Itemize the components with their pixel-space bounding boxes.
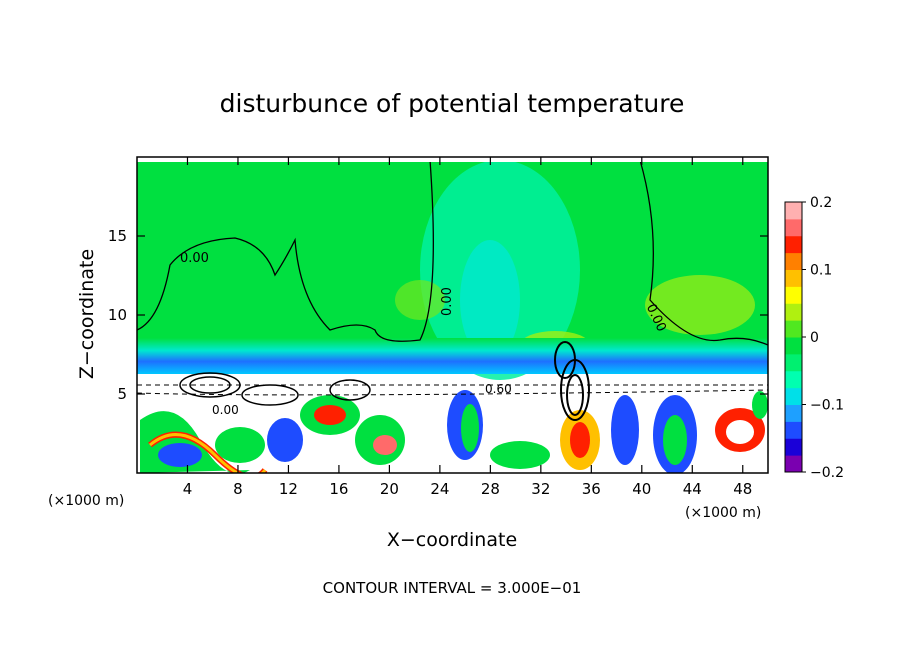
colorbar-swatch-0 <box>785 455 802 473</box>
colorbar-swatch-12 <box>785 252 802 270</box>
yellow-green-patch-right <box>645 275 755 335</box>
x-tick-label: 28 <box>481 480 500 498</box>
contour-label-1: 0.00 <box>180 251 209 266</box>
blue-band <box>137 338 768 374</box>
zero-contour-right <box>639 159 768 346</box>
dashed-contour <box>137 384 768 396</box>
cyan-core <box>460 240 520 360</box>
colorbar-swatch-10 <box>785 286 802 304</box>
x-tick-label: 36 <box>582 480 601 498</box>
contour-label-2: 0.00 <box>440 287 455 316</box>
contour-label-5: 0.60 <box>485 382 512 396</box>
colorbar-label: 0.2 <box>810 195 832 211</box>
colorbar-swatch-5 <box>785 370 802 389</box>
x-tick-label: 8 <box>233 480 243 498</box>
colorbar-swatch-15 <box>785 202 802 220</box>
x-unit-right: (×1000 m) <box>685 505 761 521</box>
colorbar-swatch-8 <box>785 320 802 338</box>
colorbar: 0.2 0.1 0 −0.1 −0.2 <box>784 195 844 481</box>
colorbar-swatch-9 <box>785 303 802 321</box>
y-tick-label: 10 <box>108 306 127 324</box>
plot-area: 0.00 0.00 0.00 0.00 0.60 <box>137 157 768 473</box>
chart-title: disturbunce of potential temperature <box>220 89 685 118</box>
x-tick-label: 20 <box>380 480 399 498</box>
colorbar-label: 0 <box>810 330 819 346</box>
x-tick-label: 48 <box>733 480 752 498</box>
colorbar-swatch-1 <box>785 438 802 456</box>
x-unit-left: (×1000 m) <box>48 493 124 509</box>
yellow-green-patch-left <box>395 280 445 320</box>
y-tick-label: 5 <box>117 385 127 403</box>
x-tick-label: 24 <box>430 480 449 498</box>
lower-blobs <box>140 390 768 473</box>
top-strip <box>137 157 768 162</box>
x-tick-label: 4 <box>183 480 193 498</box>
contour-label-4: 0.00 <box>212 403 239 417</box>
colorbar-swatch-6 <box>785 353 802 372</box>
colorbar-label: −0.2 <box>810 465 844 481</box>
x-tick-label: 40 <box>632 480 651 498</box>
x-tick-label: 32 <box>531 480 550 498</box>
colorbar-swatch-2 <box>785 421 802 439</box>
zero-contour <box>137 159 434 342</box>
colorbar-swatch-3 <box>785 404 802 422</box>
x-tick-label: 16 <box>329 480 348 498</box>
colorbar-swatch-7 <box>785 337 802 355</box>
x-tick-label: 12 <box>279 480 298 498</box>
dense-contours-left <box>179 372 371 406</box>
colorbar-label: 0.1 <box>810 263 832 279</box>
colorbar-label: −0.1 <box>810 398 844 414</box>
colorbar-swatch-14 <box>785 218 802 237</box>
dense-contours-right <box>554 341 590 421</box>
y-axis-label: Z−coordinate <box>76 249 98 379</box>
x-axis-label: X−coordinate <box>387 529 517 551</box>
colorbar-swatch-11 <box>785 269 802 287</box>
x-tick-label: 44 <box>683 480 702 498</box>
contour-interval: CONTOUR INTERVAL = 3.000E−01 <box>323 579 582 597</box>
colorbar-swatch-4 <box>785 387 802 405</box>
colorbar-swatch-13 <box>785 235 802 254</box>
y-tick-label: 15 <box>108 227 127 245</box>
